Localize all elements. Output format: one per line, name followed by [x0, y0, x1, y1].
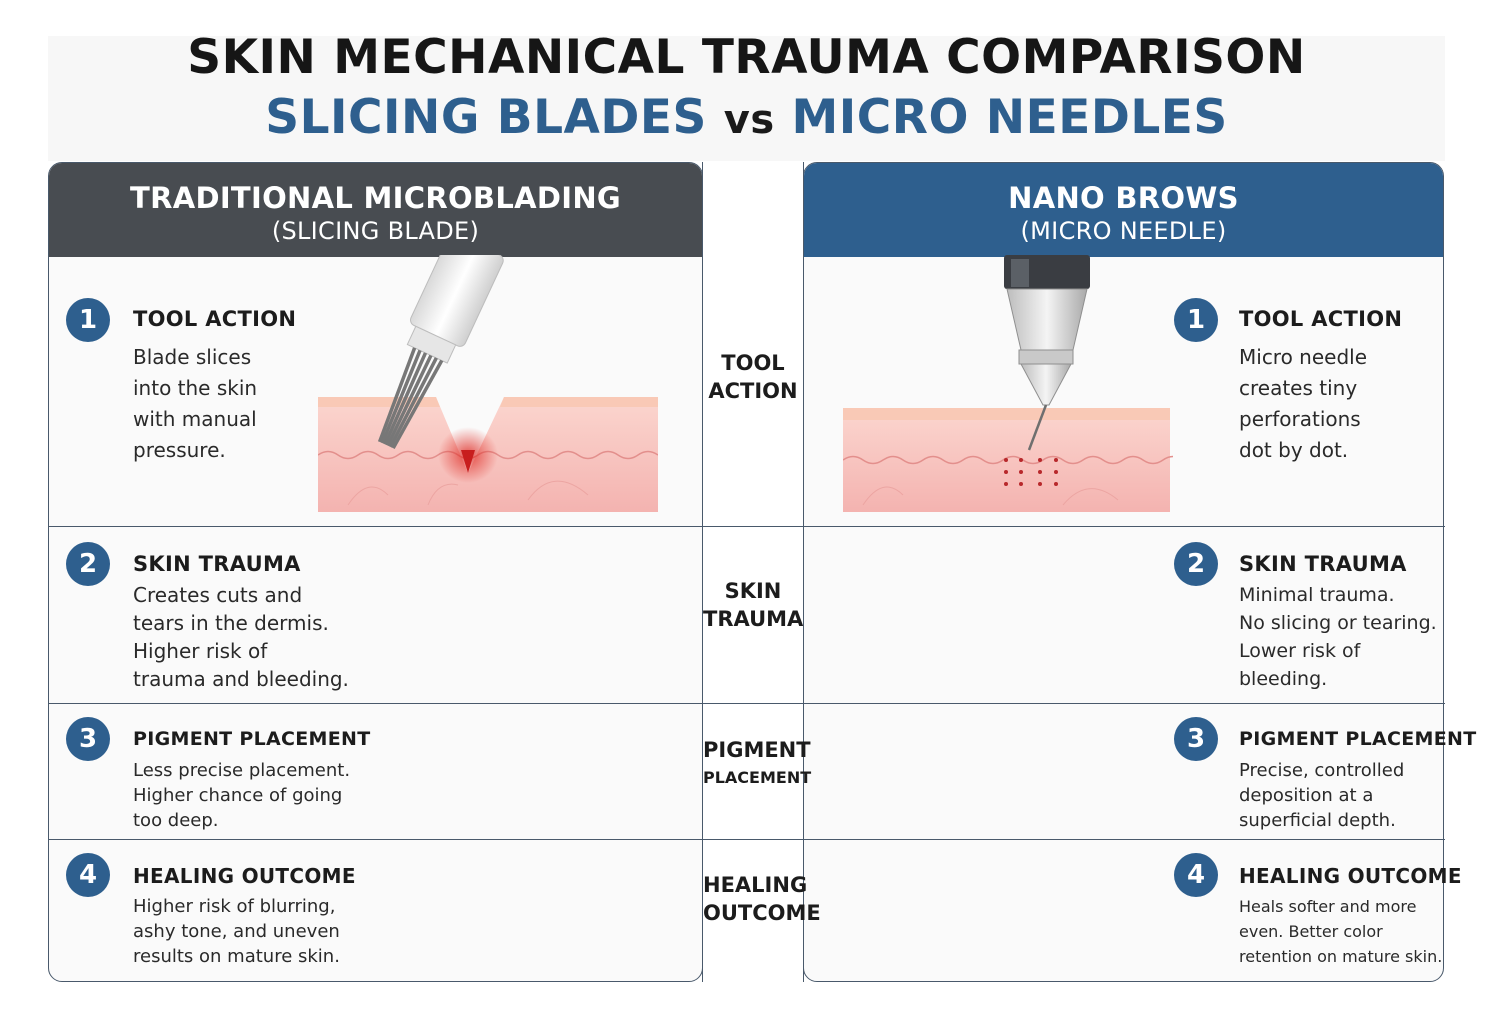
nano-brows-subheading: (MICRO NEEDLE) [1020, 217, 1227, 245]
step-description: Higher risk of blurring, ashy tone, and … [133, 896, 340, 967]
step-number-badge: 3 [66, 717, 110, 761]
step-description: Minimal trauma. No slicing or tearing. L… [1239, 584, 1437, 690]
subtitle: SLICING BLADES vs MICRO NEEDLES [0, 94, 1493, 141]
microblading-subheading: (SLICING BLADE) [271, 217, 480, 245]
step-title: HEALING OUTCOME [1239, 864, 1462, 888]
center-label-skin-trauma: SKIN TRAUMA [703, 579, 804, 631]
step-title: SKIN TRAUMA [133, 552, 301, 576]
microblading-heading: TRADITIONAL MICROBLADING [129, 181, 621, 215]
subtitle-left-term: SLICING BLADES [265, 90, 707, 145]
microblade-tool-icon [377, 255, 504, 450]
micro-needle-perforating-skin-illustration [843, 255, 1173, 512]
nano-brows-panel: NANO BROWS (MICRO NEEDLE) [803, 162, 1444, 982]
center-label-tool-action: TOOL ACTION [708, 351, 798, 403]
column-divider [803, 162, 804, 982]
microblade-slicing-skin-illustration [318, 255, 658, 512]
step-title: SKIN TRAUMA [1239, 552, 1407, 576]
main-title: SKIN MECHANICAL TRAUMA COMPARISON [187, 30, 1306, 85]
step-title: TOOL ACTION [1239, 307, 1403, 331]
step-description: Blade slices into the skin with manual p… [133, 345, 258, 462]
step-number-badge: 4 [1174, 853, 1218, 897]
micro-needle-tool-icon [1004, 255, 1090, 451]
row-divider [48, 526, 1445, 527]
step-description: Creates cuts and tears in the dermis. Hi… [133, 583, 349, 691]
step-description: Less precise placement. Higher chance of… [133, 760, 351, 831]
step-description: Heals softer and more even. Better color… [1239, 897, 1443, 966]
step-title: TOOL ACTION [133, 307, 297, 331]
step-number-badge: 2 [66, 542, 110, 586]
title-background [48, 36, 1445, 161]
microblading-header: TRADITIONAL MICROBLADING (SLICING BLADE) [49, 163, 702, 257]
subtitle-vs: vs [723, 97, 775, 143]
step-title: PIGMENT PLACEMENT [133, 728, 371, 750]
step-number-badge: 1 [66, 298, 110, 342]
skin-layers [318, 397, 658, 512]
skin-layers [843, 408, 1173, 512]
step-title: PIGMENT PLACEMENT [1239, 728, 1477, 750]
nano-brows-header: NANO BROWS (MICRO NEEDLE) [804, 163, 1443, 257]
step-number-badge: 1 [1174, 298, 1218, 342]
row-divider [48, 703, 1445, 704]
step-number-badge: 3 [1174, 717, 1218, 761]
microblading-panel: TRADITIONAL MICROBLADING (SLICING BLADE) [48, 162, 703, 982]
nano-brows-heading: NANO BROWS [1008, 181, 1239, 215]
perforation-dots [1004, 458, 1058, 486]
step-description: Micro needle creates tiny perforations d… [1239, 345, 1368, 462]
subtitle-right-term: MICRO NEEDLES [791, 90, 1228, 145]
step-title: HEALING OUTCOME [133, 864, 356, 888]
column-divider [702, 162, 703, 982]
center-label-healing-outcome: HEALING OUTCOME [703, 873, 821, 925]
step-description: Precise, controlled deposition at a supe… [1239, 760, 1405, 831]
step-number-badge: 4 [66, 853, 110, 897]
center-label-pigment-placement: PIGMENT PLACEMENT [703, 738, 812, 787]
row-divider [48, 839, 1445, 840]
step-number-badge: 2 [1174, 542, 1218, 586]
